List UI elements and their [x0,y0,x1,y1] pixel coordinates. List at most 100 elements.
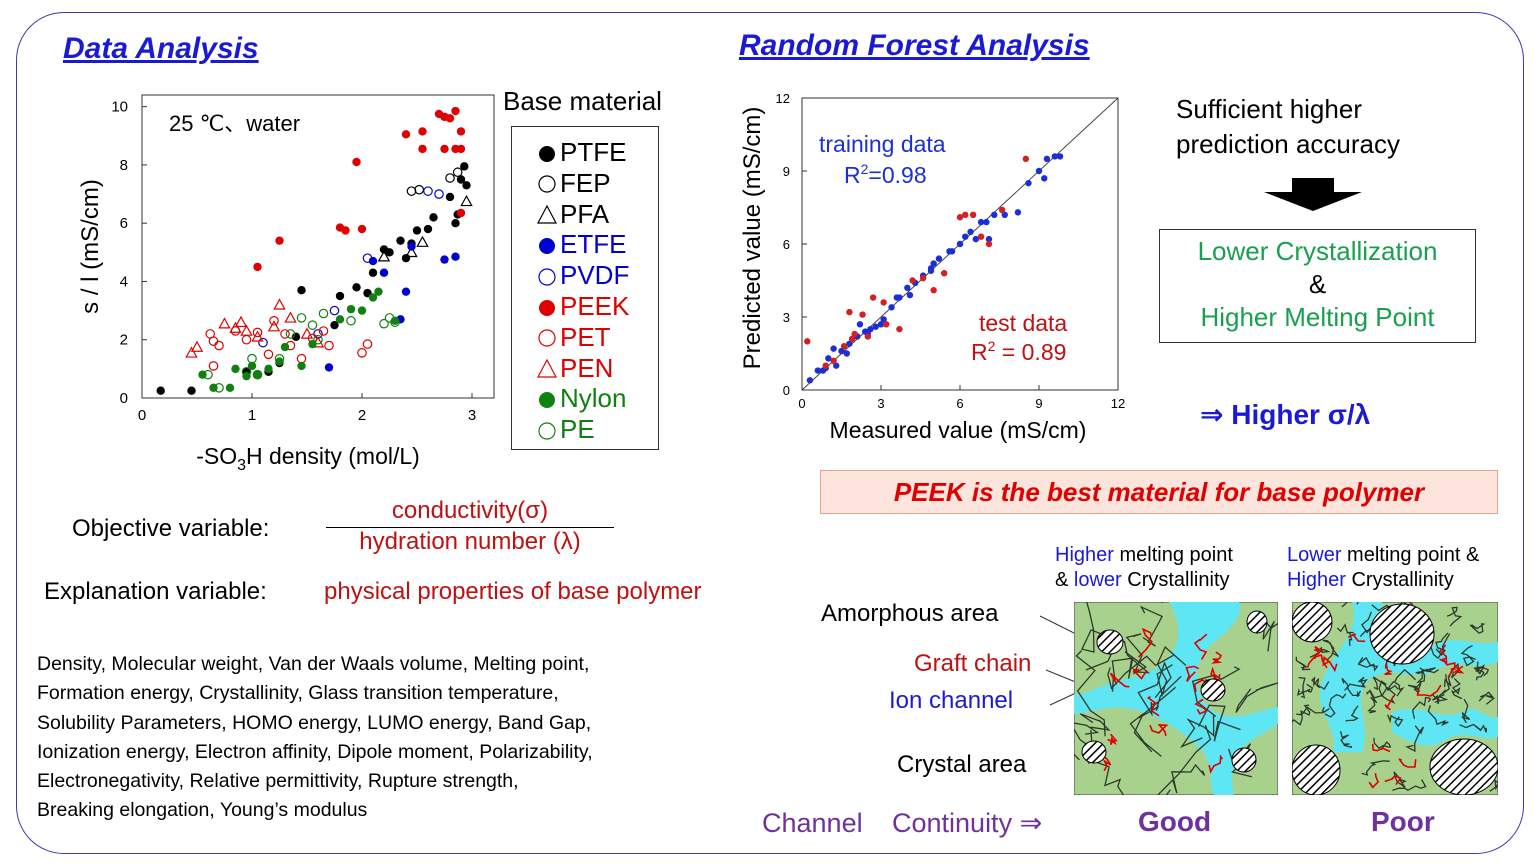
training-point [880,316,887,323]
data-point-ptfe [330,320,339,330]
legend-label: PFA [560,198,610,229]
polymer-chain [1419,667,1439,674]
data-point-peek [418,127,427,136]
data-point-ptfe [460,162,469,171]
ion-channel-region [1319,602,1498,752]
polymer-chain [1296,706,1330,716]
data-point-ptfe [429,213,438,222]
data-point-nylon [280,342,290,352]
graft-chain [1185,665,1199,682]
data-point-pvdf [434,189,444,199]
graft-chain [1384,774,1402,786]
crystal-region [1081,740,1107,764]
data-point-fep [452,167,463,178]
data-point-pe [307,320,318,330]
legend-label: PEN [560,352,614,383]
graft-chain [1371,743,1391,753]
data-point-pe [379,318,389,329]
graft-chain [1384,663,1393,676]
accuracy-line-1: Sufficient higher [1176,94,1362,124]
data-point-pen [240,324,253,336]
polymer-chain [1359,611,1374,638]
data-point-peek [253,262,262,272]
ion-channel-label: Ion channel [889,687,1014,714]
x-tick-label: 3 [877,396,884,411]
polymer-chain [1473,661,1490,677]
data-point-nylon [225,383,235,393]
test-point [851,330,858,338]
legend-label: PTFE [560,137,627,167]
data-point-pet [280,329,290,339]
test-point [804,338,811,345]
graft-chain [1441,657,1456,670]
polymer-chain [1451,678,1463,700]
graft-chain [1193,633,1208,660]
y-tick-label: 12 [776,91,790,106]
legend-marker-icon [537,204,557,224]
data-point-ptfe [412,226,422,235]
data-point-nylon [346,304,356,314]
data-point-nylon [253,370,262,379]
training-point [806,377,814,384]
left-morphology-caption: Higher melting point & lower Crystallini… [1055,543,1233,593]
data-point-ptfe [335,291,345,301]
data-analysis-title: Data Analysis [63,32,259,65]
data-point-fep [445,173,455,183]
training-point [948,248,956,255]
conductivity-scatter-chart: 0 1 2 3 0 2 4 6 8 10 25 ℃、water -SO3H density (mol/… [77,94,495,474]
legend-label: FEP [560,167,611,198]
test-point [859,311,866,318]
legend-marker-icon [537,358,557,378]
data-point-ptfe [291,332,301,342]
y-axis-label: s / l (mS/cm) [77,179,104,314]
training-point [1025,179,1032,187]
data-point-nylon [264,364,273,374]
polymer-chain [1393,668,1416,697]
data-point-pfa [405,245,418,258]
test-point [962,211,969,218]
data-point-pet [208,336,219,346]
y-tick-label: 0 [783,383,790,398]
polymer-chain [1079,713,1111,731]
graft-chain [1368,772,1380,789]
data-point-pvdf [362,253,373,263]
graft-chain [1347,633,1366,643]
property-line: Solubility Parameters, HOMO energy, LUMO… [37,711,592,734]
good-label: Good [1138,806,1212,837]
data-point-peek [341,226,350,235]
data-point-ptfe [456,175,466,184]
training-point [872,323,879,330]
x-tick-label: 9 [1035,396,1042,411]
test-point [909,277,916,284]
training-point [962,233,969,240]
poor-label: Poor [1371,806,1435,837]
y-tick-label: 0 [120,390,128,407]
polymer-chain [1469,623,1486,634]
data-point-pet [362,339,373,349]
legend-marker-shape [538,175,556,193]
polymer-chain [1405,725,1425,753]
polymer-chain [1198,704,1241,742]
polymer-chain [1412,696,1431,719]
data-point-ptfe [156,386,165,395]
data-point-pe [285,329,296,339]
training-point [843,350,850,357]
crystal-region [1292,744,1341,795]
polymer-chain [1461,698,1471,724]
legend-marker-shape [538,329,556,347]
legend-item-nylon: Nylon [536,383,626,414]
polymer-chain [1309,646,1331,658]
x-tick-label: 0 [798,396,805,411]
data-point-pen [218,317,231,329]
legend-item-pet: PET [536,322,611,353]
explanation-value: physical properties of base polymer [324,578,702,605]
polymer-chain [1171,763,1206,794]
right-morphology-caption: Lower melting point & Higher Crystallini… [1287,543,1479,593]
polymer-chain [1474,664,1485,681]
polymer-chain [1156,646,1187,698]
test-point [848,335,856,343]
channel-label: Channel [762,808,863,838]
polymer-chain [1459,723,1487,733]
fraction-bar [326,527,614,528]
legend-box: PTFE FEP PFA ETFE PVDF PEEK PET PEN Nylon PE [511,126,659,450]
